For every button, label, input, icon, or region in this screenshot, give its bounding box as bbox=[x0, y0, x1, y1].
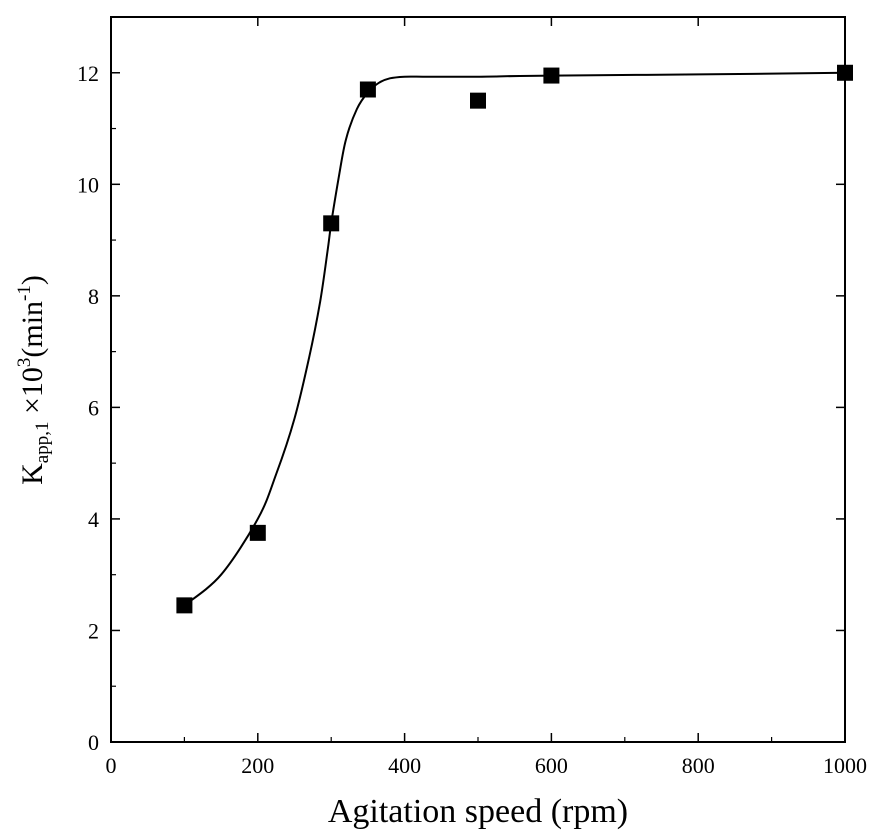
y-tick-label: 8 bbox=[88, 284, 99, 309]
y-axis-label-superscript-2: -1 bbox=[14, 285, 35, 301]
x-tick-label: 400 bbox=[388, 753, 421, 778]
plot-frame bbox=[110, 16, 846, 743]
y-axis-ticks bbox=[111, 72, 845, 743]
y-axis-label-unit-close: ) bbox=[16, 275, 49, 285]
y-axis-tick-labels: 0 2 4 6 8 10 12 bbox=[77, 61, 99, 755]
data-points bbox=[176, 64, 853, 614]
x-axis-tick-labels: 0 200 400 600 800 1000 bbox=[106, 753, 868, 778]
x-tick-label: 200 bbox=[241, 753, 274, 778]
y-axis-label-factor: ×10 bbox=[16, 367, 49, 421]
data-point bbox=[543, 67, 560, 84]
y-axis-label-main: K bbox=[16, 463, 49, 485]
x-tick-label: 800 bbox=[682, 753, 715, 778]
y-tick-label: 6 bbox=[88, 395, 99, 420]
y-tick-label: 10 bbox=[77, 172, 99, 197]
y-axis-label-unit-open: (min bbox=[16, 301, 49, 358]
data-point bbox=[359, 81, 376, 98]
y-tick-label: 2 bbox=[88, 618, 99, 643]
y-tick-label: 12 bbox=[77, 61, 99, 86]
x-axis-label: Agitation speed (rpm) bbox=[328, 793, 628, 830]
y-axis-label-subscript: app,1 bbox=[32, 422, 53, 464]
x-axis-ticks bbox=[110, 17, 846, 742]
x-tick-label: 0 bbox=[106, 753, 117, 778]
data-point bbox=[249, 524, 266, 541]
y-tick-label: 4 bbox=[88, 507, 99, 532]
data-point bbox=[837, 64, 853, 81]
y-axis-label-superscript-1: 3 bbox=[14, 358, 35, 368]
data-point bbox=[176, 597, 193, 614]
data-point bbox=[470, 92, 486, 109]
x-tick-label: 1000 bbox=[823, 753, 867, 778]
x-tick-label: 600 bbox=[535, 753, 568, 778]
data-point bbox=[323, 215, 340, 232]
y-axis-label: Kapp,1 ×103(min-1) bbox=[14, 275, 53, 485]
fit-curve bbox=[183, 71, 846, 607]
y-tick-label: 0 bbox=[88, 730, 99, 755]
